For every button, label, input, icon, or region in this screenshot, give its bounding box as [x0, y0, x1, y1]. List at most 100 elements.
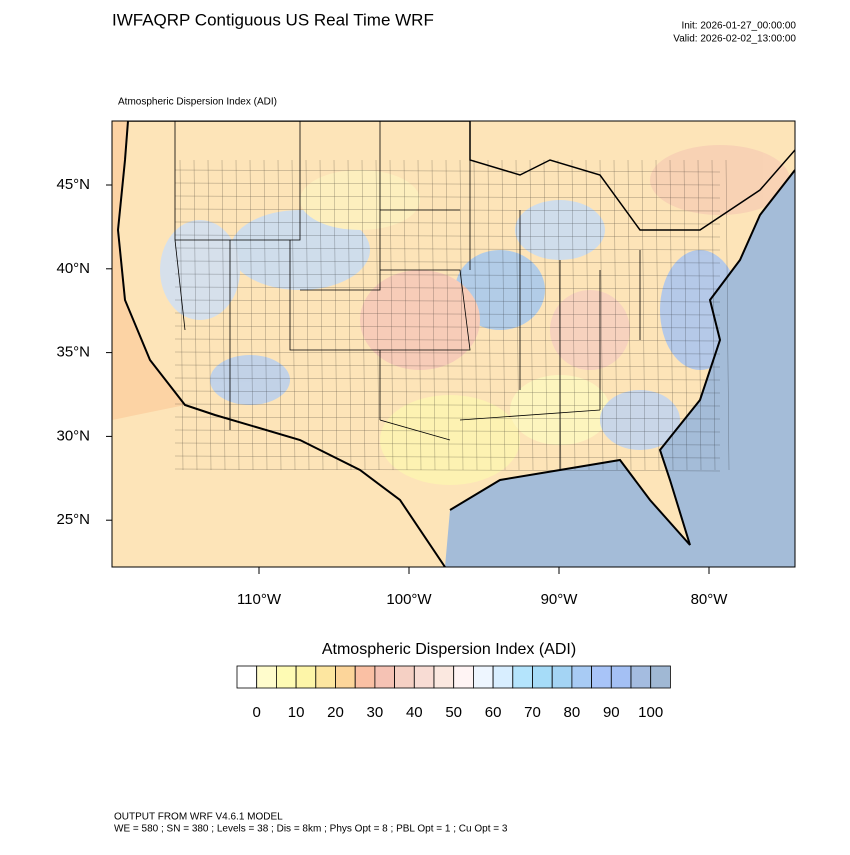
county-line [725, 159, 730, 471]
county-line [627, 159, 632, 471]
county-line [174, 403, 721, 407]
county-line [174, 286, 721, 290]
county-line [389, 159, 394, 471]
county-line [193, 159, 198, 471]
county-line [174, 468, 721, 472]
colorbar-box [394, 665, 415, 689]
county-line [174, 260, 721, 264]
colorbar-tick-label: 30 [367, 704, 384, 721]
county-line [319, 159, 324, 471]
colorbar-box [256, 665, 277, 689]
county-line [174, 455, 721, 459]
colorbar-tick-label: 90 [603, 704, 620, 721]
lon-tick-label: 90°W [541, 591, 579, 608]
county-line [174, 247, 721, 251]
lon-tick-label: 100°W [386, 591, 432, 608]
valid-time: Valid: 2026-02-02_13:00:00 [673, 34, 796, 45]
county-line [174, 195, 721, 199]
colorbar-tick-label: 0 [253, 704, 261, 721]
county-line [459, 159, 464, 471]
colorbar-box [236, 665, 258, 689]
county-line [174, 364, 721, 368]
colorbar-box [433, 665, 455, 689]
coastline [116, 121, 795, 567]
county-line [655, 159, 660, 471]
county-line [249, 159, 254, 471]
colorbar-box [295, 665, 317, 689]
county-line [174, 182, 721, 186]
county-line [174, 442, 721, 446]
lon-tick-label: 110°W [237, 591, 282, 608]
county-line [277, 159, 282, 471]
county-line [174, 169, 721, 173]
atlantic-gulf [445, 170, 795, 567]
colorbar-box [472, 665, 494, 689]
init-time: Init: 2026-01-27_00:00:00 [681, 21, 796, 32]
county-line [174, 390, 721, 394]
colorbar-tick-label: 100 [638, 704, 663, 721]
footer-line: WE = 580 ; SN = 380 ; Levels = 38 ; Dis … [114, 824, 508, 835]
county-line [174, 208, 721, 212]
county-line [361, 159, 366, 471]
colorbar-tick-label: 10 [288, 704, 305, 721]
county-line [174, 416, 721, 420]
colorbar-tick-label: 50 [445, 704, 462, 721]
map-frame [111, 120, 796, 568]
footer-line: OUTPUT FROM WRF V4.6.1 MODEL [114, 812, 283, 823]
colorbar-box [275, 665, 297, 689]
county-line [669, 159, 674, 471]
county-line [445, 159, 450, 471]
county-line [174, 429, 721, 433]
county-line [221, 159, 226, 471]
colorbar-box [413, 665, 435, 689]
lat-tick-label: 25°N [56, 511, 90, 528]
county-lines [174, 159, 730, 472]
county-line [174, 299, 721, 303]
colorbar-box [453, 665, 474, 689]
county-line [473, 159, 478, 471]
colorbar-box [551, 665, 573, 689]
county-line [174, 312, 721, 316]
county-line [174, 221, 721, 225]
colorbar-box [630, 665, 652, 689]
lat-tick-label: 35°N [56, 344, 90, 361]
colorbar-box [335, 665, 356, 689]
county-line [333, 159, 338, 471]
colorbar-tick-label: 40 [406, 704, 423, 721]
lat-tick-label: 40°N [56, 260, 90, 277]
lon-tick-label: 80°W [691, 591, 729, 608]
map-subtitle: Atmospheric Dispersion Index (ADI) [118, 97, 277, 108]
lat-tick-label: 45°N [56, 176, 90, 193]
county-line [291, 159, 296, 471]
map [112, 121, 795, 567]
colorbar-box [512, 665, 533, 689]
county-line [174, 338, 721, 342]
county-line [417, 159, 422, 471]
county-line [179, 159, 184, 471]
county-line [174, 234, 721, 238]
county-line [174, 273, 721, 277]
county-line [174, 351, 721, 355]
colorbar-box [571, 665, 593, 689]
lat-tick-label: 30°N [56, 427, 90, 444]
colorbar-box [591, 665, 612, 689]
colorbar-tick-label: 60 [485, 704, 502, 721]
title: IWFAQRP Contiguous US Real Time WRF [112, 10, 434, 29]
county-line [375, 159, 380, 471]
colorbar-tick-label: 20 [327, 704, 344, 721]
colorbar-tick-label: 80 [564, 704, 581, 721]
county-line [207, 159, 212, 471]
colorbar-box [610, 665, 632, 689]
county-line [613, 159, 618, 471]
county-line [174, 325, 721, 329]
county-line [599, 159, 604, 471]
colorbar-title: Atmospheric Dispersion Index (ADI) [322, 641, 576, 658]
colorbar-box [374, 665, 395, 689]
county-line [235, 159, 240, 471]
county-line [641, 159, 646, 471]
county-line [347, 159, 352, 471]
colorbar-box [532, 665, 553, 689]
colorbar-box [354, 665, 376, 689]
colorbar-box [315, 665, 336, 689]
